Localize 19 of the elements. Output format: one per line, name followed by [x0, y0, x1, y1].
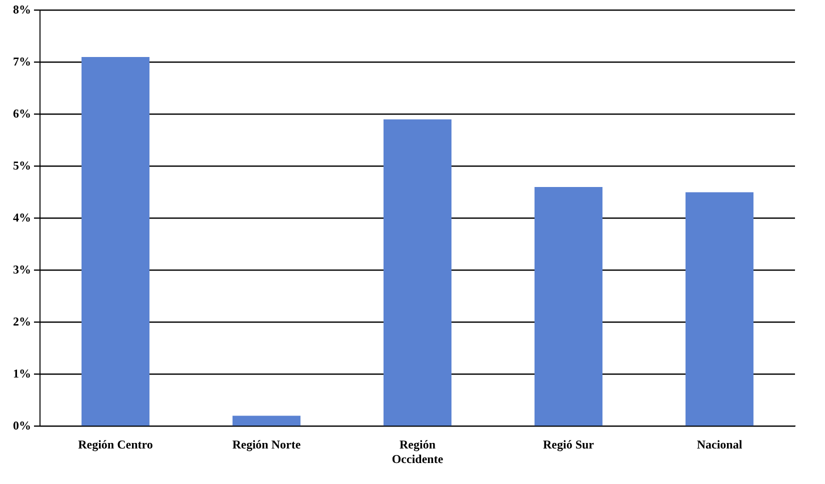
bar	[534, 187, 602, 426]
y-tick-label: 6%	[13, 106, 31, 120]
x-tick-label: Región Norte	[232, 437, 302, 452]
x-tick-label: Región Centro	[78, 437, 153, 452]
x-tick-label: Regió Sur	[543, 437, 595, 452]
y-tick-label: 5%	[13, 158, 31, 172]
y-tick-label: 3%	[13, 262, 31, 276]
x-tick-label: Nacional	[696, 437, 743, 452]
y-tick-label: 1%	[13, 366, 31, 380]
bar	[82, 57, 150, 426]
y-tick-label: 2%	[13, 314, 31, 328]
bar	[686, 192, 754, 426]
bar	[232, 416, 300, 426]
y-tick-label: 4%	[13, 210, 31, 224]
bar	[384, 119, 452, 426]
x-tick-label: Región Occidente	[392, 437, 444, 466]
y-tick-label: 8%	[13, 2, 31, 16]
y-tick-label: 7%	[13, 54, 31, 68]
y-tick-label: 0%	[13, 418, 31, 432]
